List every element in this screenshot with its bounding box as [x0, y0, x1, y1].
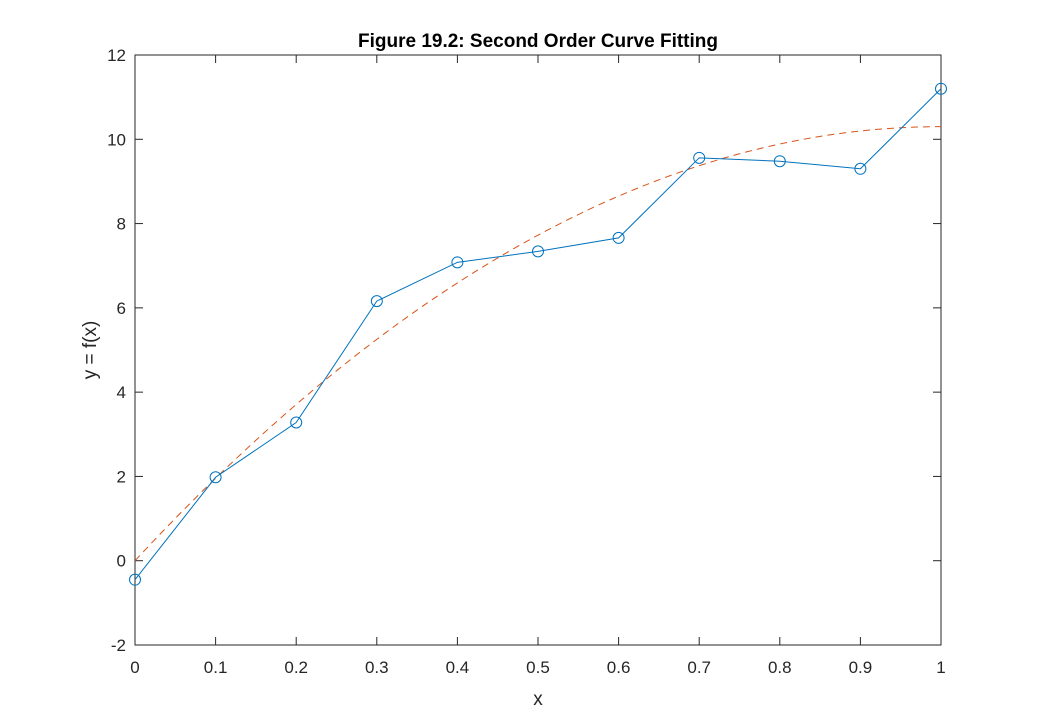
y-tick-label: 12 — [107, 46, 126, 65]
data-point-marker — [290, 416, 303, 429]
data-point-marker — [209, 471, 222, 484]
data-point-marker — [532, 245, 544, 258]
chart-title: Figure 19.2: Second Order Curve Fitting — [358, 31, 718, 52]
y-tick-labels: -2 0 2 4 6 8 10 12 — [107, 46, 126, 655]
tick-marks — [134, 54, 942, 646]
y-tick-label: 8 — [117, 215, 126, 234]
y-tick-label: 6 — [117, 299, 126, 318]
x-tick-label: 0.9 — [849, 658, 873, 677]
y-tick-label: 0 — [117, 552, 126, 571]
x-tick-label: 0.4 — [446, 658, 470, 677]
data-point-marker — [612, 231, 625, 244]
x-tick-label: 0.6 — [607, 658, 631, 677]
data-series-line — [134, 88, 942, 580]
y-tick-label: 2 — [117, 467, 126, 486]
x-tick-label: 0.8 — [768, 658, 792, 677]
data-point-marker — [451, 256, 464, 269]
y-axis-label: y = f(x) — [80, 321, 101, 380]
x-tick-label: 0.3 — [365, 658, 389, 677]
x-axis-label: x — [533, 689, 543, 710]
y-tick-label: -2 — [111, 636, 126, 655]
data-point-marker — [854, 162, 867, 175]
data-point-marker — [935, 82, 947, 95]
x-tick-label: 0.5 — [526, 658, 550, 677]
y-tick-label: 10 — [107, 130, 126, 149]
data-point-marker — [370, 295, 383, 308]
series-layer — [129, 82, 947, 586]
x-tick-labels: 0 0.1 0.2 0.3 0.4 0.5 0.6 0.7 0.8 0.9 1 — [130, 658, 945, 677]
x-tick-label: 0.7 — [687, 658, 711, 677]
data-point-marker — [693, 151, 706, 164]
x-tick-label: 0 — [130, 658, 139, 677]
x-tick-label: 1 — [936, 658, 945, 677]
x-tick-label: 0.1 — [204, 658, 228, 677]
fit-curve-line — [134, 126, 942, 562]
y-tick-label: 4 — [117, 383, 126, 402]
plot-area — [134, 54, 942, 646]
x-tick-label: 0.2 — [284, 658, 308, 677]
data-point-marker — [773, 155, 786, 168]
data-point-marker — [129, 573, 141, 586]
